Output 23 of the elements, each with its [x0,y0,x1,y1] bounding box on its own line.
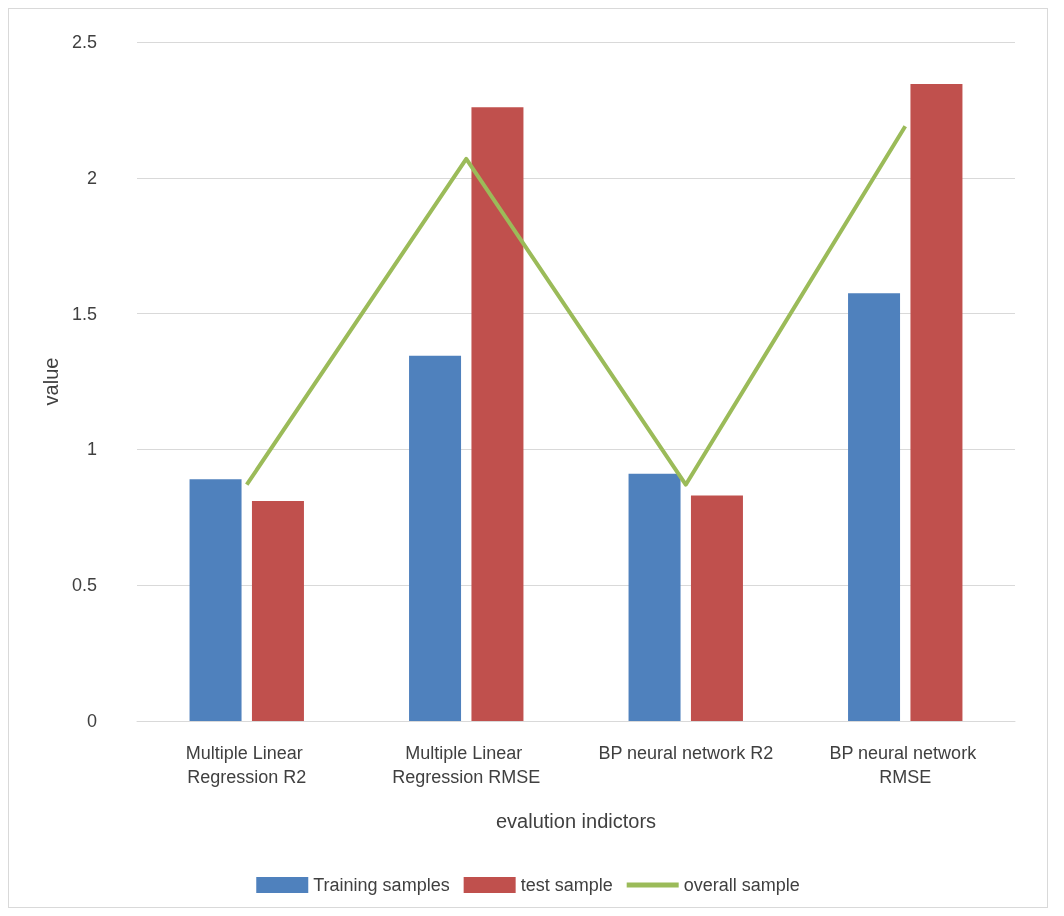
y-tick-label: 0.5 [71,575,97,596]
legend-label: Training samples [313,875,450,895]
bar [189,479,242,721]
bar [251,501,304,721]
legend-label: overall sample [683,875,800,895]
bar [409,355,462,721]
x-axis-title: evalution indictors [495,810,657,832]
bar [910,84,963,721]
y-tick-label: 1 [86,439,97,460]
x-tick-label: BP neural network RMSE [829,743,982,787]
y-tick-label: 2.5 [71,32,97,52]
y-tick-label: 2 [86,167,97,188]
bar [628,473,681,721]
y-tick-label: 1.5 [71,303,97,324]
x-tick-label: Multiple Linear Regression RMSE [392,743,541,787]
x-tick-label: Multiple Linear Regression R2 [185,743,308,787]
legend-label: test sample [520,875,613,895]
y-tick-label: 0 [86,711,97,731]
bar [848,293,901,721]
bar [471,107,524,721]
y-axis-title: value [40,357,63,406]
x-tick-label: BP neural network R2 [598,743,774,763]
bar [690,495,743,721]
